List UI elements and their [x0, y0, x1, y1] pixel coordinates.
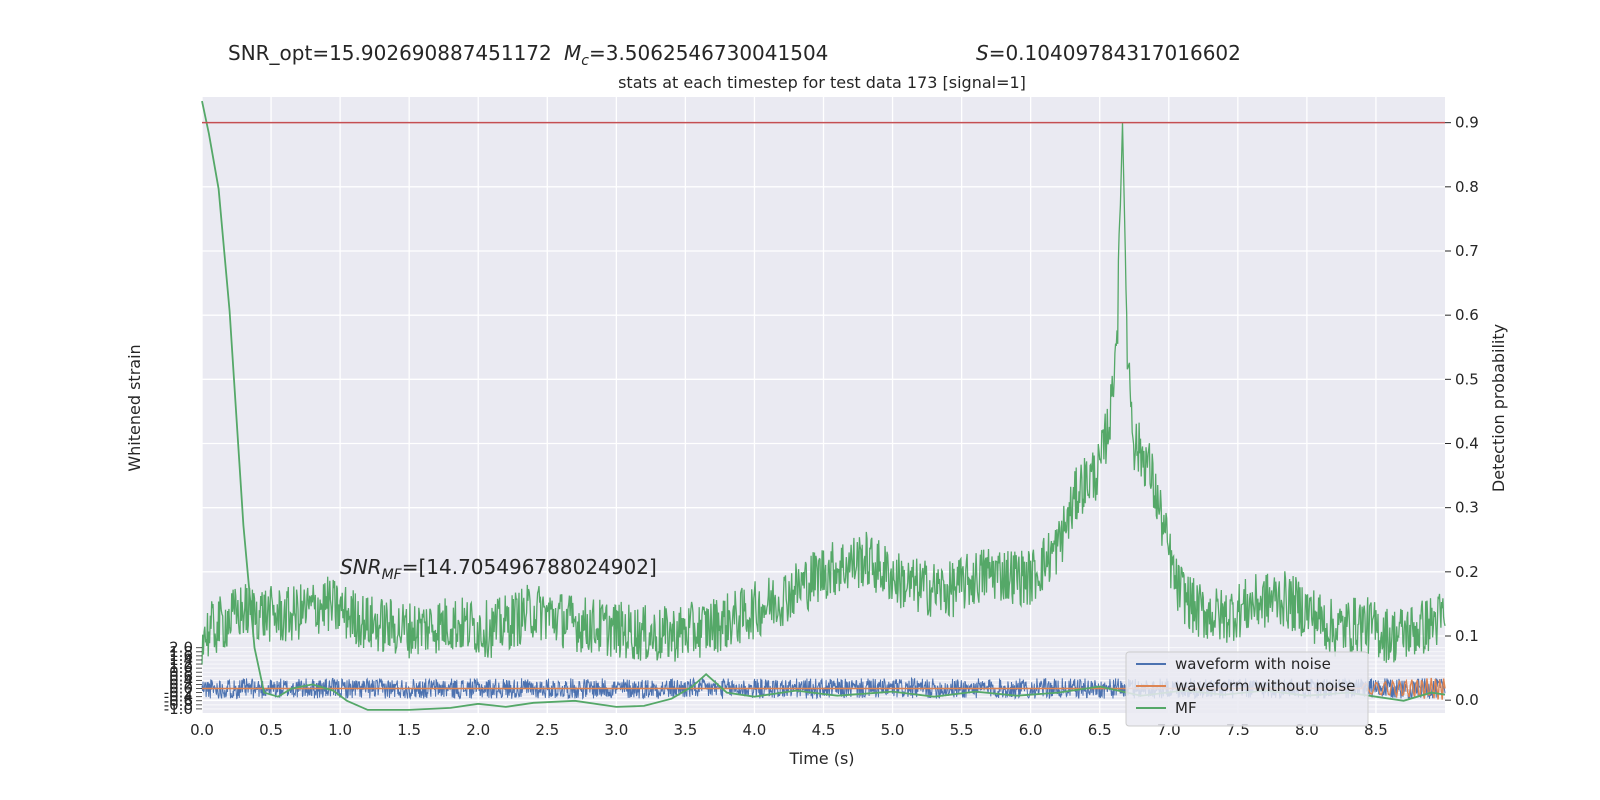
left-y-axis-label: Whitened strain	[125, 344, 144, 471]
x-tick-label: 0.5	[259, 721, 283, 739]
right-y-tick-label: 0.1	[1455, 627, 1479, 645]
left-y-tick-label: 1.0	[169, 659, 193, 677]
legend-label-waveform-with-noise: waveform with noise	[1175, 655, 1331, 673]
x-axis: 0.0 0.5 1.0 1.5 2.0 2.5 3.0 3.5 4.0 4.5 5.0 5.5 6.0 6…	[190, 721, 1388, 739]
x-tick-label: 2.0	[466, 721, 490, 739]
snr-mf-subscript: MF	[382, 567, 403, 583]
s-symbol: S	[976, 41, 989, 65]
x-tick-label: 2.5	[535, 721, 559, 739]
snr-mf-annotation: SNRMF=[14.705496788024902]	[340, 555, 657, 583]
chirp-mass-subscript: c	[581, 53, 589, 69]
right-y-tick-label: 0.8	[1455, 178, 1479, 196]
x-tick-label: 4.5	[812, 721, 836, 739]
left-y-tick-label: 0.0	[169, 680, 193, 698]
right-y-tick-label: 0.5	[1455, 370, 1479, 388]
x-tick-label: 0.0	[190, 721, 214, 739]
left-y-tick-label: 1.8	[169, 643, 193, 661]
x-tick-label: 4.0	[743, 721, 767, 739]
detection-probability-line	[201, 122, 1446, 665]
left-y-tick-label: 1.6	[169, 647, 193, 665]
left-y-tick-label: -0.8	[164, 696, 193, 714]
left-y-tick-label: 0.6	[169, 667, 193, 685]
legend: waveform with noise waveform without noi…	[1125, 651, 1369, 727]
snr-mf-prefix: SNR	[340, 555, 382, 579]
right-y-tick-label: 0.7	[1455, 242, 1479, 260]
chirp-mass-label: Mc=3.5062546730041504	[564, 41, 828, 69]
left-y-tick-label: 2.0	[169, 639, 193, 657]
right-y-axis: 0.0 0.1 0.2 0.3 0.4 0.5 0.6 0.7 0.8 0.9	[1445, 114, 1479, 709]
x-tick-label: 1.0	[328, 721, 352, 739]
x-axis-label: Time (s)	[788, 749, 854, 768]
chirp-mass-symbol: M	[564, 41, 581, 65]
chart-title: stats at each timestep for test data 173…	[618, 73, 1026, 92]
right-y-tick-label: 0.4	[1455, 435, 1479, 453]
legend-box	[1125, 651, 1369, 727]
snr-mf-value: =[14.705496788024902]	[402, 555, 657, 579]
right-y-tick-label: 0.9	[1455, 114, 1479, 132]
left-y-tick-label: 0.4	[169, 671, 193, 689]
left-y-axis: 2.01.81.61.41.21.00.80.60.40.20.0-0.2-0.…	[164, 639, 202, 718]
right-y-tick-label: 0.2	[1455, 563, 1479, 581]
x-tick-label: 5.0	[881, 721, 905, 739]
left-y-tick-label: -0.6	[164, 692, 193, 710]
x-tick-label: 3.0	[604, 721, 628, 739]
left-y-tick-label: -0.4	[164, 688, 193, 706]
x-tick-label: 5.5	[950, 721, 974, 739]
right-y-axis-label: Detection probability	[1489, 324, 1508, 492]
right-y-tick-label: 0.3	[1455, 499, 1479, 517]
left-y-tick-label: 1.2	[169, 655, 193, 673]
x-tick-label: 1.5	[397, 721, 421, 739]
left-y-tick-label: 1.4	[169, 651, 193, 669]
x-tick-label: 6.0	[1019, 721, 1043, 739]
chirp-mass-value: =3.5062546730041504	[589, 41, 828, 65]
right-y-tick-label: 0.6	[1455, 306, 1479, 324]
left-y-tick-label: 0.8	[169, 663, 193, 681]
left-y-tick-label: 0.2	[169, 675, 193, 693]
x-tick-label: 8.5	[1364, 721, 1388, 739]
left-y-tick-label: -1.0	[164, 700, 193, 718]
s-value: =0.10409784317016602	[989, 41, 1241, 65]
snr-opt-label: SNR_opt=15.902690887451172	[228, 41, 552, 65]
legend-label-mf: MF	[1175, 699, 1197, 717]
left-y-tick-label: -0.2	[164, 684, 193, 702]
x-tick-label: 6.5	[1088, 721, 1112, 739]
legend-label-waveform-without-noise: waveform without noise	[1175, 677, 1355, 695]
s-label: S=0.10409784317016602	[976, 41, 1241, 65]
right-y-tick-label: 0.0	[1455, 691, 1479, 709]
x-tick-label: 3.5	[673, 721, 697, 739]
